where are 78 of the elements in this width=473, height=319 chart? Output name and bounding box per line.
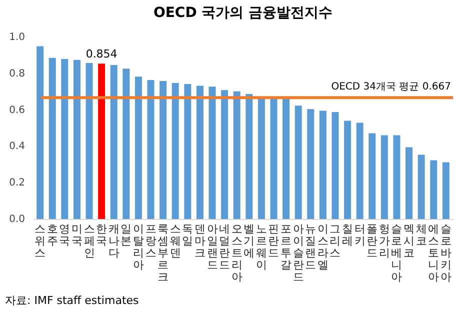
x-tick-label: 아이슬란드 <box>292 222 304 284</box>
x-tick-label: 그리스 <box>330 222 341 260</box>
x-tick-label: 일본 <box>120 222 132 248</box>
bar <box>307 109 314 219</box>
bar <box>208 86 216 219</box>
y-tick-label: 0.6 <box>9 104 25 116</box>
bar <box>368 133 376 219</box>
x-tick-label: 핀란드 <box>268 222 280 260</box>
bar <box>61 59 68 219</box>
bar <box>36 46 44 219</box>
bar <box>332 112 339 219</box>
bar <box>172 83 179 219</box>
x-tick-label: 포르투갈 <box>280 222 292 272</box>
bar <box>86 63 93 219</box>
bar <box>73 60 80 219</box>
x-tick-label: 이탈리아 <box>132 222 144 272</box>
bar <box>246 94 253 219</box>
x-tick-label: 헝가리 <box>378 222 390 260</box>
bar <box>356 122 364 219</box>
bar <box>442 162 450 219</box>
y-tick-label: 0.2 <box>9 178 25 189</box>
y-tick-label: 1.0 <box>9 32 25 43</box>
x-tick-label: 미국 <box>71 222 82 248</box>
x-tick-label: 네덜란드 <box>219 222 230 272</box>
x-tick-label: 노르웨이 <box>256 222 267 272</box>
bar <box>430 160 438 219</box>
bar <box>418 154 425 219</box>
x-tick-label: 슬로바키아 <box>440 222 452 284</box>
bar <box>282 98 290 219</box>
x-tick-label: 벨기에 <box>244 222 255 260</box>
x-tick-label: 아일랜드 <box>206 222 218 272</box>
bar <box>319 110 326 219</box>
bar <box>221 90 228 219</box>
x-tick-label: 에스토니아 <box>428 222 440 284</box>
bar <box>110 65 118 219</box>
x-tick-label: 스위스 <box>34 222 46 260</box>
y-tick-label: 0.4 <box>9 141 25 152</box>
chart-title: OECD 국가의 금융발전지수 <box>153 5 333 21</box>
x-tick-label: 덴마크 <box>194 222 206 260</box>
x-tick-label: 캐나다 <box>108 222 120 260</box>
bar <box>196 86 204 219</box>
bar <box>393 135 400 219</box>
bar <box>294 106 302 219</box>
bar <box>122 68 130 219</box>
bar <box>258 98 265 219</box>
x-tick-label: 한국 <box>96 222 108 248</box>
bar <box>134 76 142 219</box>
x-tick-label: 호주 <box>46 222 58 248</box>
bar <box>48 58 56 219</box>
bar <box>147 80 154 219</box>
bar <box>406 147 413 219</box>
x-tick-label: 이스라엘 <box>317 222 328 272</box>
x-tick-label: 영국 <box>59 222 70 248</box>
x-tick-label: 뉴질랜드 <box>305 222 316 272</box>
y-tick-label: 0.0 <box>9 214 25 225</box>
x-tick-label: 독일 <box>182 222 194 248</box>
bar <box>344 120 352 219</box>
ref-line-label: OECD 34개국 평균 0.667 <box>331 82 451 93</box>
data-label: 0.854 <box>86 48 118 61</box>
x-tick-label: 오스트리아 <box>231 222 242 284</box>
text: 자료: IMF staff estimates <box>5 294 140 307</box>
bar <box>98 64 106 219</box>
x-tick-label: 스페인 <box>84 222 95 260</box>
bar <box>270 98 278 219</box>
y-tick-label: 0.8 <box>9 68 25 80</box>
x-tick-label: 칠레 <box>342 222 354 248</box>
x-tick-label: 멕시코 <box>404 222 415 260</box>
x-tick-label: 터키 <box>354 222 366 248</box>
bar <box>184 84 192 219</box>
bar <box>233 91 240 219</box>
x-tick-label: 프랑스 <box>145 222 156 260</box>
bar <box>380 135 388 219</box>
x-tick-label: 룩셈부르크 <box>158 222 169 284</box>
x-tick-label: 슬로베니아 <box>391 222 402 284</box>
x-tick-label: 스웨덴 <box>170 222 181 260</box>
bar <box>160 81 167 219</box>
x-tick-label: 폴란드 <box>366 222 378 260</box>
x-tick-label: 체코 <box>416 222 427 248</box>
